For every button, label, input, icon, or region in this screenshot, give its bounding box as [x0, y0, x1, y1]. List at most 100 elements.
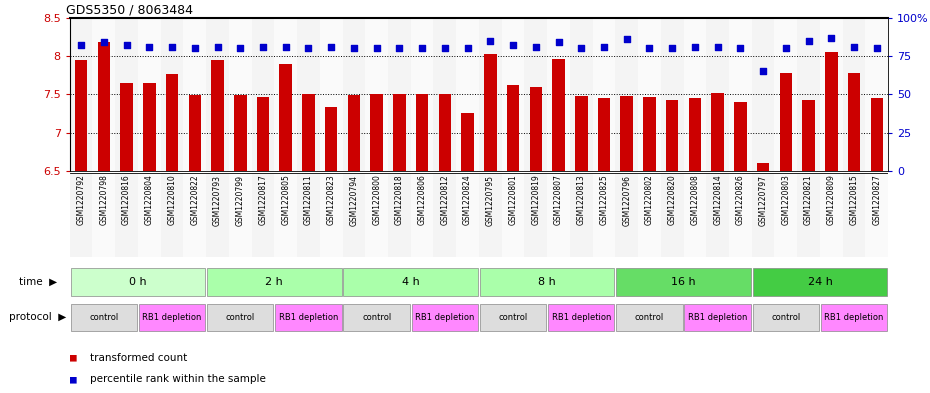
Bar [70, 18, 92, 171]
Bar [870, 98, 883, 171]
Bar [547, 18, 570, 171]
Bar [570, 18, 592, 171]
Bar [92, 18, 115, 171]
Bar [206, 18, 229, 171]
Point [506, 42, 521, 48]
Point [256, 44, 271, 50]
Bar [461, 113, 473, 171]
Text: GSM1220820: GSM1220820 [668, 174, 677, 225]
Bar [325, 107, 338, 171]
Bar [166, 74, 179, 171]
Bar [644, 97, 656, 171]
Bar [143, 83, 155, 171]
Bar [479, 18, 501, 171]
FancyBboxPatch shape [343, 268, 478, 296]
Point [324, 44, 339, 50]
FancyBboxPatch shape [684, 304, 751, 331]
Point [619, 36, 634, 42]
Text: control: control [635, 313, 664, 322]
Bar [638, 18, 661, 171]
Point [73, 42, 88, 48]
Bar [433, 18, 457, 171]
Bar [211, 60, 224, 171]
Point [824, 35, 839, 41]
Text: GSM1220797: GSM1220797 [759, 174, 767, 226]
Bar [775, 173, 797, 257]
Bar [820, 173, 843, 257]
Bar [388, 18, 411, 171]
Text: GSM1220793: GSM1220793 [213, 174, 222, 226]
Text: GSM1220803: GSM1220803 [781, 174, 790, 226]
Bar [751, 18, 775, 171]
Bar [638, 173, 661, 257]
Point [369, 45, 384, 51]
Point [210, 44, 225, 50]
Text: GSM1220821: GSM1220821 [804, 174, 813, 225]
Bar [92, 173, 115, 257]
Text: transformed count: transformed count [90, 353, 188, 363]
Text: GSM1220819: GSM1220819 [531, 174, 540, 225]
FancyBboxPatch shape [480, 304, 546, 331]
Point [801, 37, 816, 44]
Text: GSM1220825: GSM1220825 [600, 174, 608, 225]
Bar [229, 173, 252, 257]
Text: GSM1220794: GSM1220794 [350, 174, 358, 226]
FancyBboxPatch shape [207, 268, 341, 296]
Bar [416, 94, 429, 171]
Text: control: control [226, 313, 255, 322]
Text: GSM1220795: GSM1220795 [485, 174, 495, 226]
Point [756, 68, 771, 74]
Point [142, 44, 157, 50]
Text: GSM1220816: GSM1220816 [122, 174, 131, 225]
Bar [711, 93, 724, 171]
Point [574, 45, 589, 51]
Text: RB1 depletion: RB1 depletion [551, 313, 611, 322]
Text: GSM1220811: GSM1220811 [304, 174, 313, 225]
Text: ■: ■ [70, 353, 84, 363]
Bar [484, 55, 497, 171]
Bar [234, 95, 246, 171]
Bar [620, 96, 633, 171]
Text: GSM1220796: GSM1220796 [622, 174, 631, 226]
Bar [183, 173, 206, 257]
Bar [797, 173, 820, 257]
Text: GSM1220813: GSM1220813 [577, 174, 586, 225]
Bar [279, 64, 292, 171]
Point [187, 45, 202, 51]
Bar [661, 18, 684, 171]
Text: RB1 depletion: RB1 depletion [415, 313, 474, 322]
Text: 8 h: 8 h [538, 277, 556, 287]
Bar [820, 18, 843, 171]
Text: GSM1220814: GSM1220814 [713, 174, 723, 225]
Bar [684, 18, 706, 171]
Text: GSM1220801: GSM1220801 [509, 174, 518, 225]
Bar [74, 60, 87, 171]
Bar [866, 173, 888, 257]
Bar [575, 96, 588, 171]
Bar [729, 18, 751, 171]
Point [301, 45, 316, 51]
Bar [393, 94, 405, 171]
FancyBboxPatch shape [71, 268, 206, 296]
Point [528, 44, 543, 50]
Bar [320, 18, 342, 171]
FancyBboxPatch shape [343, 304, 410, 331]
Text: RB1 depletion: RB1 depletion [279, 313, 339, 322]
Text: GSM1220817: GSM1220817 [259, 174, 268, 225]
Text: RB1 depletion: RB1 depletion [142, 313, 202, 322]
Bar [120, 83, 133, 171]
Point [870, 45, 884, 51]
Bar [257, 97, 269, 171]
Bar [706, 173, 729, 257]
Point [596, 44, 611, 50]
Point [711, 44, 725, 50]
Point [347, 45, 362, 51]
Bar [302, 94, 314, 171]
Bar [479, 173, 501, 257]
Text: GSM1220815: GSM1220815 [849, 174, 858, 225]
FancyBboxPatch shape [480, 268, 615, 296]
Bar [274, 173, 297, 257]
Bar [501, 173, 525, 257]
Bar [666, 101, 678, 171]
Bar [252, 18, 274, 171]
